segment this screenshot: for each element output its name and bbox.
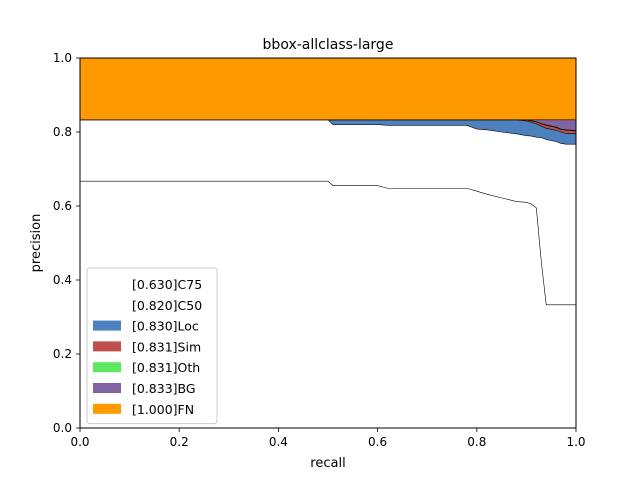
- area-loc: [80, 119, 576, 145]
- x-tick-label: 0.6: [368, 435, 387, 449]
- legend-label-c75: [0.630]C75: [132, 277, 202, 292]
- x-tick-label: 0.0: [70, 435, 89, 449]
- x-tick-label: 0.8: [467, 435, 486, 449]
- legend: [0.630]C75 [0.820]C50 [0.830]Loc [0.831]Sim…: [86, 267, 218, 425]
- legend-label-oth: [0.831]Oth: [132, 360, 200, 375]
- y-tick-label: 0.8: [53, 125, 72, 139]
- legend-swatch-c50: [93, 299, 121, 310]
- y-tick-label: 0.0: [53, 421, 72, 435]
- legend-swatch-c75: [93, 279, 121, 289]
- chart-title: bbox-allclass-large: [263, 37, 394, 53]
- legend-label-c50: [0.820]C50: [132, 298, 202, 313]
- y-tick-label: 0.2: [53, 347, 72, 361]
- x-tick-label: 1.0: [566, 435, 585, 449]
- legend-label-fn: [1.000]FN: [132, 402, 194, 417]
- line-c50: [80, 119, 576, 145]
- legend-swatch-bg: [93, 383, 121, 393]
- legend-swatch-loc: [93, 320, 121, 331]
- legend-swatch-fn: [93, 403, 121, 414]
- x-tick-label: 0.2: [170, 435, 189, 449]
- y-tick-label: 0.6: [53, 199, 72, 213]
- area-c50: [80, 119, 576, 305]
- y-axis-label: precision: [29, 214, 44, 273]
- legend-label-bg: [0.833]BG: [132, 381, 196, 396]
- y-tick-label: 0.4: [53, 273, 72, 287]
- legend-swatch-oth: [93, 362, 121, 373]
- y-axis-ticks: 0.0 0.2 0.4 0.6 0.8 1.0: [53, 51, 80, 435]
- legend-label-loc: [0.830]Loc: [132, 319, 199, 334]
- plot-frame: [79, 57, 577, 429]
- x-axis-label: recall: [310, 456, 345, 471]
- line-c75: [80, 180, 576, 306]
- x-tick-label: 0.4: [269, 435, 288, 449]
- y-tick-label: 1.0: [53, 51, 72, 65]
- legend-swatch-sim: [93, 341, 121, 352]
- area-fn: [80, 58, 576, 120]
- legend-label-sim: [0.831]Sim: [132, 339, 201, 354]
- x-axis-ticks: 0.0 0.2 0.4 0.6 0.8 1.0: [70, 428, 586, 449]
